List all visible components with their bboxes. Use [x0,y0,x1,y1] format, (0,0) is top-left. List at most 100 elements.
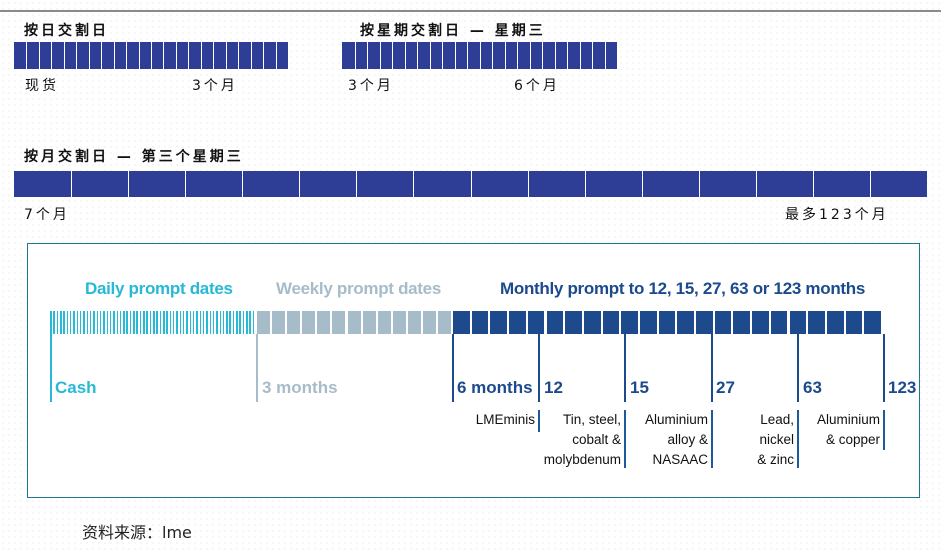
bar-divider [263,42,264,69]
bar-divider [139,42,140,69]
bar-divider [530,42,531,69]
prompt-tick [752,311,769,334]
prompt-tick [239,311,241,334]
monthly-prompt-strip [453,311,883,334]
prompt-tick [332,311,346,334]
prompt-tick [50,311,52,334]
prompt-tick [789,311,807,334]
prompt-tick [845,311,863,334]
bar-divider [299,171,300,197]
prompt-tick [139,311,142,334]
prompt-tick [53,311,55,334]
bar-divider [101,42,102,69]
bar-divider [405,42,406,69]
bar-divider [517,42,518,69]
bar-divider [605,42,606,69]
prompt-tick [182,311,185,334]
15-months-marker-line [624,334,626,402]
27-months-marker-line [711,334,713,402]
metal-group-63-months: Aluminium & copper [816,412,880,447]
prompt-tick [621,311,638,334]
lme-prompt-dates-diagram: Daily prompt dates Weekly prompt dates M… [27,243,920,498]
123-months-marker-label: 123 [888,378,917,397]
prompt-tick [99,311,102,334]
metal-group-12-months-bracket [624,410,626,468]
prompt-tick [89,311,92,334]
prompt-tick [116,311,119,334]
prompt-tick [219,311,222,334]
bar-divider [492,42,493,69]
bar-divider [413,171,414,197]
prompt-tick [166,311,168,334]
prompt-tick [770,311,788,334]
63-months-marker-line [797,334,799,402]
bar-divider [226,42,227,69]
bar-divider [151,42,152,69]
daily-delivery-bar [14,42,288,69]
prompt-tick [96,311,99,334]
prompt-tick [209,311,212,334]
prompt-tick [602,311,620,334]
prompt-tick [407,311,421,334]
prompt-tick [163,311,165,334]
prompt-tick [437,311,451,334]
monthly-label-7m: 7个月 [24,207,70,223]
bar-divider [251,42,252,69]
bar-divider [555,42,556,69]
bar-divider [76,42,77,69]
prompt-tick [126,311,128,334]
prompt-tick [422,311,436,334]
prompt-tick [179,311,182,334]
bar-divider [467,42,468,69]
prompt-tick [696,311,713,334]
prompt-tick [129,311,132,334]
daily-label-spot: 现货 [25,78,59,94]
monthly-delivery-title: 按月交割日 — 第三个星期三 [24,149,244,165]
prompt-tick [169,311,172,334]
bar-divider [238,42,239,69]
prompt-tick [317,311,331,334]
prompt-tick [136,311,138,334]
bar-divider [585,171,586,197]
bar-divider [355,42,356,69]
123-months-marker-line [883,334,885,402]
prompt-tick [123,311,125,334]
weekly-label-3m: 3个月 [348,78,394,94]
prompt-tick [113,311,115,334]
bar-divider [813,171,814,197]
bar-divider [380,42,381,69]
bar-divider [356,171,357,197]
bar-divider [528,171,529,197]
bar-divider [367,42,368,69]
source-note: 资料来源：lme [82,523,192,542]
prompt-tick [242,311,245,334]
bar-divider [213,42,214,69]
prompt-tick [149,311,152,334]
prompt-tick [199,311,202,334]
daily-prompt-strip [50,311,256,334]
bar-divider [392,42,393,69]
bar-divider [417,42,418,69]
prompt-tick [658,311,676,334]
prompt-tick [103,311,105,334]
bar-divider [26,42,27,69]
bar-divider [642,171,643,197]
prompt-tick [176,311,178,334]
bar-divider [276,42,277,69]
prompt-tick [232,311,235,334]
monthly-delivery-bar [14,171,927,197]
bar-divider [442,42,443,69]
metal-group-27-months-bracket [797,410,799,468]
prompt-tick [202,311,205,334]
daily-label-3m: 3个月 [192,78,238,94]
prompt-tick [733,311,751,334]
daily-delivery-title: 按日交割日 [24,23,109,39]
metal-group-12-months: Tin, steel, cobalt & molybdenum [543,412,621,467]
prompt-tick [192,311,195,334]
prompt-tick [93,311,95,334]
bar-divider [39,42,40,69]
prompt-tick [76,311,79,334]
bar-divider [505,42,506,69]
bar-divider [71,171,72,197]
top-rule [0,10,941,12]
